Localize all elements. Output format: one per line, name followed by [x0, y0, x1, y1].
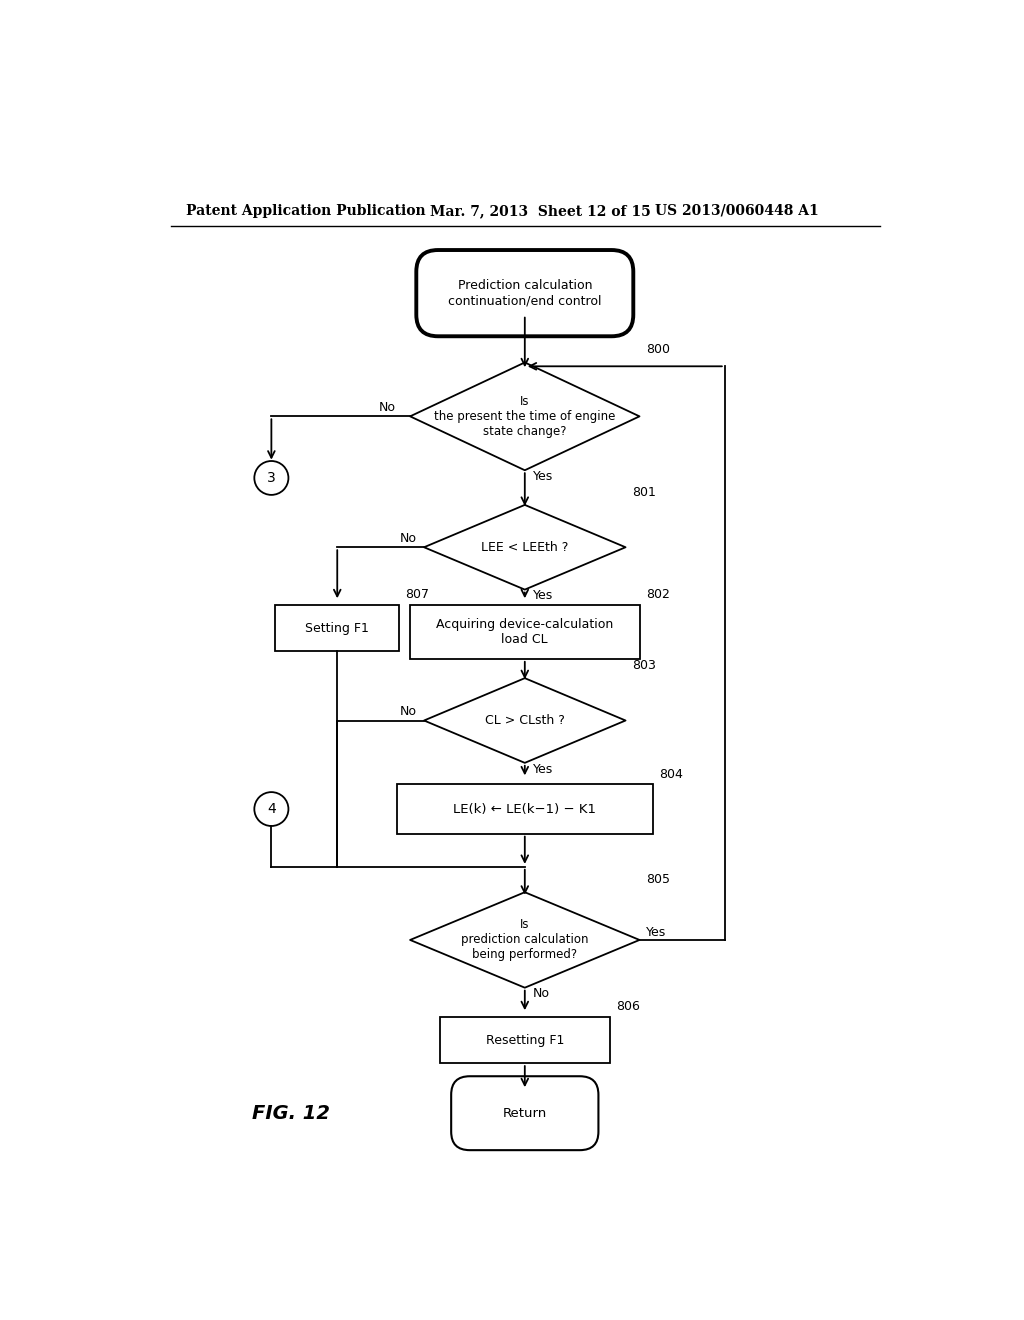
Text: Yes: Yes — [532, 470, 553, 483]
Text: CL > CLsth ?: CL > CLsth ? — [484, 714, 565, 727]
FancyBboxPatch shape — [452, 1076, 598, 1150]
Text: Yes: Yes — [646, 925, 666, 939]
Text: LE(k) ← LE(k−1) − K1: LE(k) ← LE(k−1) − K1 — [454, 803, 596, 816]
Bar — [410, 605, 640, 659]
FancyBboxPatch shape — [417, 249, 633, 337]
Text: 3: 3 — [267, 471, 275, 484]
Text: LEE < LEEth ?: LEE < LEEth ? — [481, 541, 568, 554]
Text: 801: 801 — [632, 486, 655, 499]
Text: 807: 807 — [406, 589, 429, 601]
Text: US 2013/0060448 A1: US 2013/0060448 A1 — [655, 203, 819, 218]
Text: No: No — [400, 532, 417, 545]
Text: 803: 803 — [632, 659, 655, 672]
Text: Acquiring device-calculation
load CL: Acquiring device-calculation load CL — [436, 618, 613, 645]
Text: 804: 804 — [658, 767, 683, 780]
Bar — [275, 605, 399, 651]
Text: Is
prediction calculation
being performed?: Is prediction calculation being performe… — [461, 919, 589, 961]
Text: No: No — [532, 987, 550, 1001]
Bar — [397, 784, 652, 834]
Text: 800: 800 — [646, 343, 670, 356]
Text: Mar. 7, 2013  Sheet 12 of 15: Mar. 7, 2013 Sheet 12 of 15 — [430, 203, 651, 218]
Text: 805: 805 — [646, 873, 670, 886]
Text: Is
the present the time of engine
state change?: Is the present the time of engine state … — [434, 395, 615, 438]
Text: Yes: Yes — [532, 589, 553, 602]
Text: Patent Application Publication: Patent Application Publication — [186, 203, 426, 218]
Text: FIG. 12: FIG. 12 — [252, 1104, 330, 1123]
Text: 806: 806 — [616, 1001, 640, 1014]
Bar — [439, 1016, 610, 1063]
Text: Resetting F1: Resetting F1 — [485, 1034, 564, 1047]
Text: Prediction calculation
continuation/end control: Prediction calculation continuation/end … — [449, 279, 601, 308]
Text: Yes: Yes — [532, 763, 553, 776]
Text: Return: Return — [503, 1106, 547, 1119]
Text: 4: 4 — [267, 803, 275, 816]
Text: 802: 802 — [646, 589, 670, 601]
Text: No: No — [400, 705, 417, 718]
Text: No: No — [378, 400, 395, 413]
Text: Setting F1: Setting F1 — [305, 622, 370, 635]
